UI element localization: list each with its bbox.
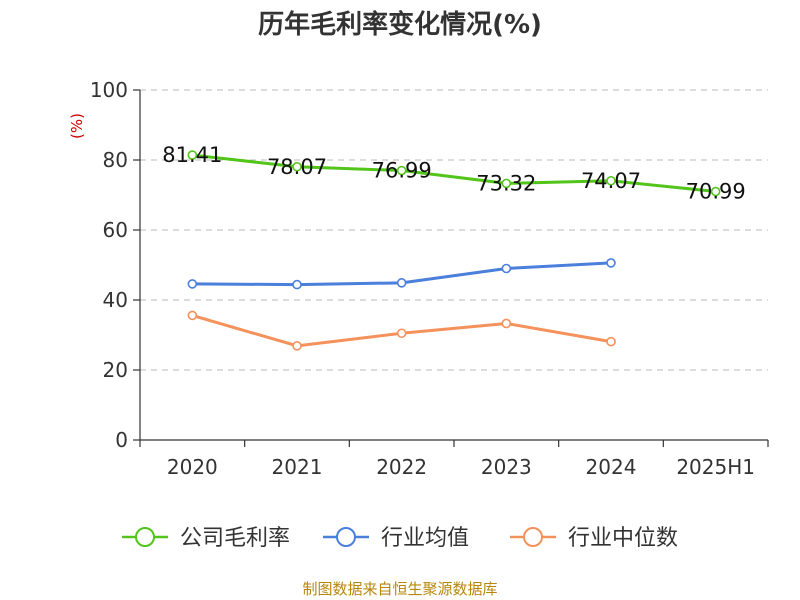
data-point [396,328,407,339]
y-tick-label: 20 [103,358,128,382]
y-tick-label: 60 [103,218,128,242]
x-tick-label: 2025H1 [676,455,755,479]
data-point [396,165,407,176]
data-label: 73.32 [476,171,536,195]
legend-swatch-marker [336,527,356,547]
legend-label: 公司毛利率 [180,526,290,551]
y-tick-label: 100 [90,78,128,102]
x-tick-label: 2024 [586,455,637,479]
source-note: 制图数据来自恒生聚源数据库 [302,580,498,598]
chart-title: 历年毛利率变化情况(%) [258,10,542,40]
x-tick-label: 2021 [272,455,323,479]
data-point [501,318,512,329]
legend-label: 行业均值 [381,526,469,551]
y-axis-label: (%) [68,113,86,139]
data-point [396,278,407,288]
data-point [187,279,198,289]
legend-label: 行业中位数 [568,526,678,551]
data-point [606,258,616,268]
data-point [292,341,302,351]
series-line-0 [192,153,716,194]
x-tick-label: 2020 [167,455,218,479]
data-point [606,175,616,186]
data-label: 74.07 [581,169,641,193]
data-point [710,186,721,197]
legend-swatch-marker [523,527,543,547]
legend-swatch-marker [135,527,155,547]
data-point [187,310,198,321]
data-point [292,161,302,172]
x-tick-label: 2023 [481,455,532,479]
data-label: 78.07 [267,155,327,179]
x-tick-label: 2022 [376,455,427,479]
data-point [187,150,198,160]
data-point [292,279,302,290]
data-point [501,178,512,189]
data-label: 81.41 [162,143,222,167]
data-point [501,263,512,274]
y-tick-label: 80 [103,148,128,172]
y-tick-label: 40 [103,288,128,312]
data-label: 70.99 [686,180,746,204]
data-label: 76.99 [372,159,432,183]
data-point [606,336,616,347]
y-tick-label: 0 [115,428,128,452]
